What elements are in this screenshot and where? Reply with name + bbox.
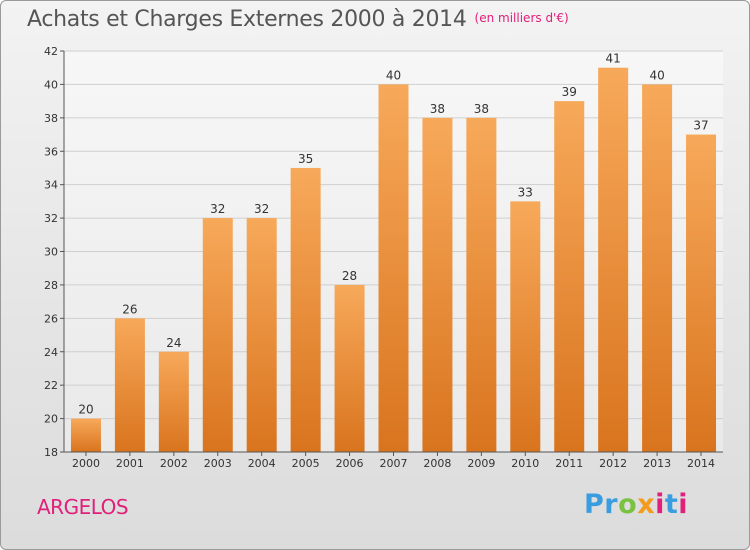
data-label: 28 <box>342 269 357 283</box>
data-label: 24 <box>166 336 181 350</box>
data-label: 38 <box>430 102 445 116</box>
x-tick-label: 2004 <box>248 457 276 470</box>
y-tick-label: 42 <box>44 45 58 58</box>
logo-letter: P <box>584 489 605 520</box>
bar <box>70 418 101 452</box>
x-tick-label: 2002 <box>160 457 188 470</box>
proxiti-logo: Proxiti <box>584 489 688 520</box>
bar <box>246 218 277 452</box>
logo-letter: i <box>655 489 665 520</box>
bar <box>202 218 233 452</box>
x-tick-label: 2010 <box>511 457 539 470</box>
x-tick-label: 2003 <box>204 457 232 470</box>
data-label: 38 <box>474 102 489 116</box>
bar <box>642 84 673 453</box>
data-label: 32 <box>254 202 269 216</box>
data-label: 20 <box>78 403 93 417</box>
x-tick-label: 2005 <box>292 457 320 470</box>
y-tick-label: 20 <box>44 413 58 426</box>
bar <box>378 84 409 453</box>
y-tick-label: 38 <box>44 112 58 125</box>
logo-letter: o <box>618 489 638 520</box>
y-tick-label: 30 <box>44 246 58 259</box>
y-tick-label: 34 <box>44 179 58 192</box>
y-tick-label: 28 <box>44 279 58 292</box>
data-label: 40 <box>649 68 664 82</box>
y-tick-label: 18 <box>44 446 58 459</box>
bar <box>598 67 629 452</box>
bar <box>466 117 497 452</box>
x-tick-label: 2009 <box>467 457 495 470</box>
logo-letter: t <box>664 489 679 520</box>
x-tick-label: 2006 <box>336 457 364 470</box>
logo-letter: i <box>678 489 689 520</box>
bar <box>290 167 321 453</box>
x-tick-label: 2000 <box>72 457 100 470</box>
data-label: 26 <box>122 302 137 316</box>
bar <box>114 318 145 452</box>
y-tick-label: 40 <box>44 78 58 91</box>
data-label: 40 <box>386 68 401 82</box>
y-tick-label: 24 <box>44 346 58 359</box>
chart-unit: (en milliers d'€) <box>474 11 569 25</box>
data-label: 33 <box>518 185 533 199</box>
commune-name: ARGELOS <box>37 495 129 519</box>
chart-title-text: Achats et Charges Externes 2000 à 2014 <box>27 7 467 32</box>
logo-letter: x <box>637 489 656 520</box>
y-tick-label: 32 <box>44 212 58 225</box>
bar <box>158 351 189 452</box>
x-tick-label: 2001 <box>116 457 144 470</box>
bar <box>686 134 717 452</box>
bar <box>554 101 585 452</box>
bar <box>510 201 541 452</box>
logo-letter: r <box>604 489 619 520</box>
data-label: 32 <box>210 202 225 216</box>
bar <box>422 117 453 452</box>
x-tick-label: 2007 <box>380 457 408 470</box>
x-tick-label: 2012 <box>599 457 627 470</box>
data-label: 35 <box>298 152 313 166</box>
y-tick-label: 36 <box>44 145 58 158</box>
data-label: 37 <box>693 119 708 133</box>
x-tick-label: 2013 <box>643 457 671 470</box>
x-tick-label: 2014 <box>687 457 715 470</box>
bar <box>334 284 365 452</box>
data-label: 39 <box>562 85 577 99</box>
chart-title: Achats et Charges Externes 2000 à 2014 (e… <box>27 7 569 32</box>
x-tick-label: 2008 <box>423 457 451 470</box>
x-tick-label: 2011 <box>555 457 583 470</box>
y-tick-label: 22 <box>44 379 58 392</box>
y-tick-label: 26 <box>44 312 58 325</box>
data-label: 41 <box>606 52 621 66</box>
